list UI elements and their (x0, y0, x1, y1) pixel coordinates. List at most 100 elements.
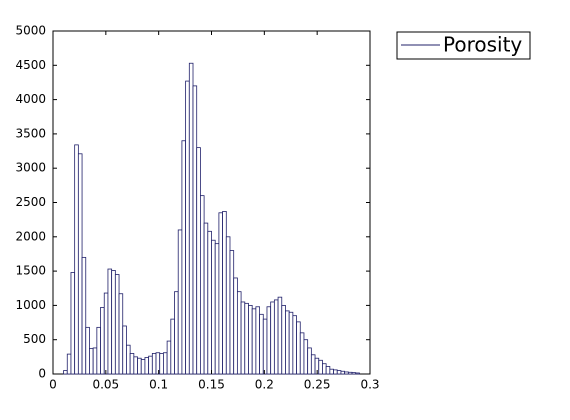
y-tick-label: 5000 (15, 24, 46, 38)
bar (148, 355, 153, 375)
bar (281, 304, 286, 375)
bar (81, 256, 87, 375)
y-tick-label: 3500 (15, 126, 46, 140)
bar (185, 80, 190, 375)
bar (211, 239, 216, 375)
bar (174, 291, 179, 375)
bar (107, 268, 113, 375)
x-tick-label: 0.05 (92, 378, 119, 392)
bar (336, 370, 342, 375)
y-tick-label: 1000 (15, 298, 46, 312)
y-tick-label: 3000 (15, 161, 46, 175)
x-tick-label: 0.1 (149, 378, 168, 392)
bar (103, 292, 109, 375)
bar (200, 195, 205, 375)
bar (318, 359, 323, 375)
x-tick-label: 0.15 (198, 378, 225, 392)
bar (259, 313, 264, 375)
bar (240, 301, 246, 375)
x-tick-label: 0.25 (304, 378, 331, 392)
x-tick-label: 0.3 (360, 378, 379, 392)
x-tick-label: 0.2 (255, 378, 274, 392)
bar (248, 304, 253, 375)
bar (140, 359, 146, 375)
bar (144, 357, 150, 375)
bar (207, 230, 212, 375)
bar (251, 308, 257, 375)
bar (214, 243, 220, 375)
bar (310, 354, 316, 375)
bar (270, 301, 275, 375)
bar (111, 270, 116, 375)
bar (303, 339, 309, 375)
bar (92, 347, 98, 375)
bar (233, 277, 238, 375)
bar (96, 326, 101, 375)
y-tick-label: 4000 (15, 92, 46, 106)
bar (126, 344, 131, 375)
bar (325, 366, 331, 375)
bar (196, 147, 201, 375)
bar (296, 321, 301, 375)
bar (351, 372, 357, 375)
bar (192, 85, 198, 375)
bar (70, 272, 76, 375)
bar (307, 347, 312, 375)
bar (218, 212, 223, 375)
bar (344, 371, 349, 375)
bar (155, 352, 161, 375)
bar (181, 140, 187, 375)
bar (277, 296, 283, 375)
bar (63, 370, 68, 375)
bar (225, 236, 231, 375)
bar (255, 306, 260, 375)
bar (285, 310, 290, 375)
bar (236, 291, 242, 375)
y-tick-label: 500 (23, 332, 46, 346)
bar (322, 363, 327, 375)
bar (329, 368, 334, 375)
bar (288, 311, 294, 375)
bar (244, 302, 249, 375)
bar (262, 318, 268, 375)
legend-box (396, 31, 531, 60)
bar (122, 325, 127, 375)
bar (77, 153, 83, 375)
bar (266, 306, 272, 375)
y-tick-label: 4500 (15, 58, 46, 72)
bar (163, 352, 168, 375)
bar (66, 353, 72, 375)
bar (177, 229, 183, 375)
bar (292, 315, 297, 375)
bar (133, 356, 138, 375)
bar (340, 370, 346, 375)
bar (355, 372, 360, 375)
x-tick-label: 0 (49, 378, 57, 392)
bar (100, 307, 105, 375)
bar (89, 348, 94, 375)
bar (347, 371, 353, 375)
bar (118, 293, 124, 375)
bar (333, 369, 338, 375)
bar (222, 211, 227, 375)
bar (170, 318, 175, 375)
y-tick-label: 2000 (15, 229, 46, 243)
bar (203, 222, 209, 375)
bar (85, 326, 90, 375)
bar (229, 250, 235, 375)
y-tick-label: 2500 (15, 195, 46, 209)
bar (299, 332, 305, 375)
bar (114, 274, 120, 375)
bar (74, 144, 79, 375)
bar (151, 353, 157, 375)
y-tick-label: 0 (38, 367, 46, 381)
bar (166, 340, 172, 375)
bar (273, 299, 279, 375)
y-tick-label: 1500 (15, 264, 46, 278)
bar (159, 353, 164, 375)
bar (137, 357, 142, 375)
legend-label: Porosity (443, 33, 522, 57)
bar (129, 353, 135, 375)
bar (188, 62, 194, 375)
